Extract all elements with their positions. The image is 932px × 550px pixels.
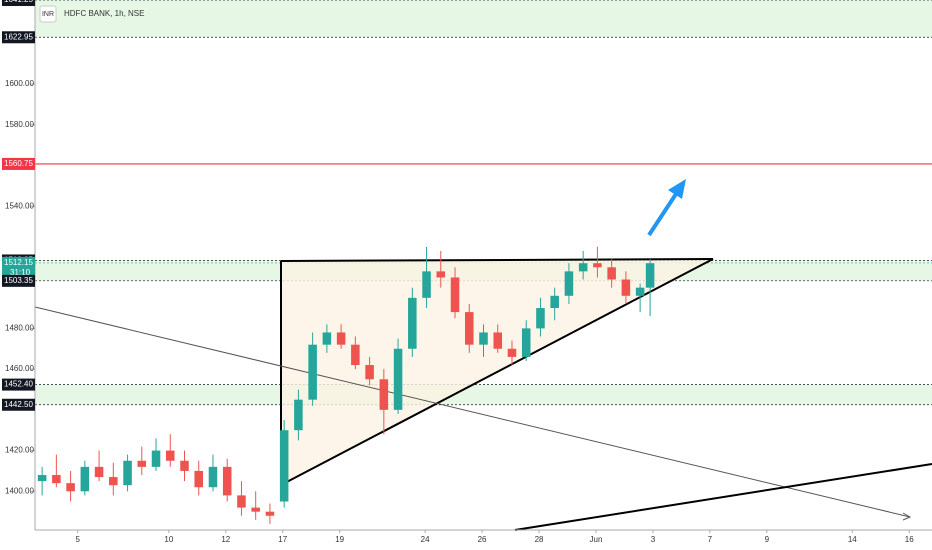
arrow-head bbox=[668, 179, 686, 199]
x-tick-label: 19 bbox=[335, 535, 344, 544]
candle-body bbox=[37, 475, 47, 482]
level-label: 1622.95 bbox=[4, 32, 33, 41]
candle-body bbox=[635, 287, 645, 296]
triangle-top bbox=[280, 258, 714, 262]
candle-body bbox=[578, 263, 588, 272]
trend-line-thick bbox=[514, 463, 932, 531]
candle-body bbox=[521, 328, 531, 357]
candle-body bbox=[279, 430, 289, 502]
candle-body bbox=[109, 477, 118, 486]
countdown: 31:10 bbox=[10, 268, 31, 277]
triangle-support bbox=[280, 258, 714, 486]
x-tick-label: 3 bbox=[651, 535, 656, 544]
level-label-box bbox=[2, 378, 35, 391]
candle-body bbox=[123, 460, 132, 486]
candle-body bbox=[550, 295, 559, 309]
candle-body bbox=[94, 466, 104, 478]
x-tick-label: 14 bbox=[848, 535, 857, 544]
candle-body bbox=[194, 470, 204, 488]
x-tick-label: 5 bbox=[75, 535, 80, 544]
candle-body bbox=[137, 460, 147, 467]
candle-body bbox=[336, 332, 346, 345]
candle-body bbox=[308, 344, 317, 400]
arrow-shaft bbox=[647, 192, 678, 237]
candle-body bbox=[393, 348, 403, 410]
x-tick-label: Jun bbox=[590, 535, 603, 544]
candle-body bbox=[408, 297, 417, 349]
candle-body bbox=[180, 460, 189, 471]
level-label: 1503.35 bbox=[4, 276, 33, 285]
candle-body bbox=[507, 348, 517, 357]
x-tick-label: 26 bbox=[478, 535, 487, 544]
candle-body bbox=[564, 271, 574, 296]
level-label: 1442.50 bbox=[4, 400, 33, 409]
y-tick-label: 1420.00 bbox=[5, 446, 34, 455]
candle-body bbox=[237, 495, 246, 508]
candle-body bbox=[645, 263, 655, 288]
level-label-box bbox=[2, 157, 35, 170]
x-tick-label: 12 bbox=[221, 535, 230, 544]
candle-body bbox=[351, 344, 360, 366]
candle-body bbox=[208, 466, 218, 488]
candle-body bbox=[165, 450, 175, 461]
y-tick-label: 1400.00 bbox=[5, 486, 34, 495]
candle-body bbox=[379, 379, 389, 410]
candle-body bbox=[294, 399, 303, 431]
candle-body bbox=[251, 507, 260, 512]
candle-body bbox=[436, 271, 446, 278]
candle-body bbox=[365, 365, 374, 380]
zone bbox=[35, 384, 932, 405]
candle-body bbox=[450, 277, 460, 313]
trend-line bbox=[34, 306, 911, 518]
trend-arrow bbox=[902, 512, 912, 521]
candle-body bbox=[52, 475, 61, 484]
zone bbox=[35, 0, 932, 38]
candle-body bbox=[422, 271, 431, 298]
level-label: 1512.15 bbox=[4, 258, 33, 267]
y-tick-label: 1540.00 bbox=[5, 201, 34, 210]
currency: INR bbox=[42, 11, 54, 18]
y-tick-label: 1460.00 bbox=[5, 364, 34, 373]
y-tick-label: 1580.00 bbox=[5, 120, 34, 129]
symbol-title: HDFC BANK, 1h, NSE bbox=[64, 9, 144, 18]
candle-body bbox=[607, 267, 616, 280]
level-label-box bbox=[2, 0, 35, 6]
candle-body bbox=[493, 332, 503, 349]
x-tick-label: 9 bbox=[765, 535, 770, 544]
y-tick-label: 1600.00 bbox=[5, 79, 34, 88]
x-tick-label: 10 bbox=[164, 535, 173, 544]
y-tick-label: 1480.00 bbox=[5, 323, 34, 332]
candle-body bbox=[151, 450, 161, 467]
level-label: 1452.40 bbox=[4, 380, 33, 389]
level-label-box bbox=[2, 256, 35, 279]
candle-body bbox=[593, 263, 602, 268]
level-label: 1641.25 bbox=[4, 0, 33, 4]
candle-body bbox=[222, 466, 232, 496]
candle-body bbox=[265, 511, 275, 516]
candle-body bbox=[479, 332, 488, 345]
x-tick-label: 28 bbox=[535, 535, 544, 544]
candle-body bbox=[80, 466, 90, 492]
x-tick-label: 16 bbox=[905, 535, 914, 544]
level-label: 1560.75 bbox=[4, 159, 33, 168]
x-tick-label: 7 bbox=[708, 535, 713, 544]
candle-body bbox=[66, 483, 75, 492]
level-label-box bbox=[2, 274, 35, 287]
currency-box bbox=[39, 5, 57, 23]
level-label-box bbox=[2, 398, 35, 411]
candle-body bbox=[322, 332, 332, 345]
candle-body bbox=[621, 279, 631, 296]
level-label-box bbox=[2, 31, 35, 44]
candle-body bbox=[536, 308, 545, 329]
x-tick-label: 17 bbox=[278, 535, 287, 544]
candle-body bbox=[464, 312, 474, 345]
x-tick-label: 24 bbox=[421, 535, 430, 544]
